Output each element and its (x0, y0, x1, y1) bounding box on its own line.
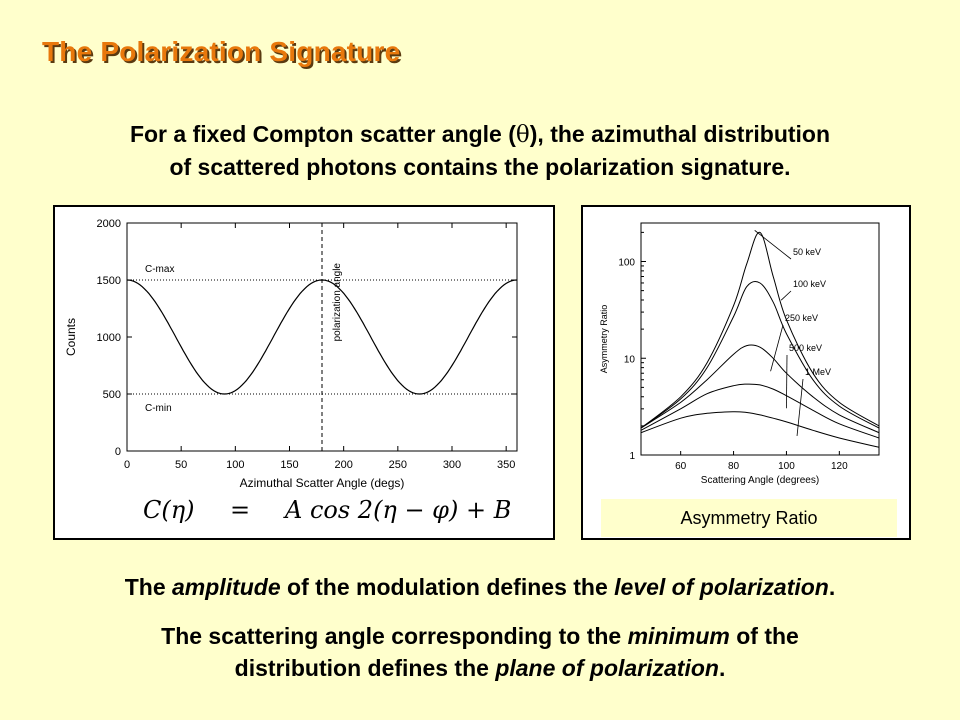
azimuthal-distribution-panel: 0 50 100 150 200 250 300 350 0 500 1000 1500 2000 Azi… (53, 205, 555, 540)
x-tick-label: 150 (280, 459, 298, 471)
x-tick-label: 50 (175, 459, 187, 471)
y-tick-label: 0 (115, 446, 121, 458)
y-tick-label: 1000 (97, 332, 121, 344)
cmax-label: C-max (145, 264, 174, 275)
footer-line-1: The amplitude of the modulation defines … (124, 574, 836, 600)
series-line (640, 344, 880, 434)
intro-line-1: For a fixed Compton scatter angle (θ), t… (129, 121, 831, 148)
y-tick-label: 10 (624, 354, 636, 365)
x-tick-label: 60 (675, 461, 687, 472)
x-tick-label: 120 (831, 461, 848, 472)
intro-line-2: of scattered photons contains the polari… (169, 154, 791, 180)
series-leader-line (796, 378, 804, 437)
series-line (640, 281, 880, 429)
series-line (640, 231, 880, 429)
y-tick-label: 1500 (97, 275, 121, 287)
x-tick-label: 300 (443, 459, 461, 471)
series-label: 500 keV (789, 343, 822, 353)
formula-equals: = (230, 496, 250, 524)
plot-frame (640, 222, 880, 456)
intro-text: For a fixed Compton scatter angle (θ), t… (0, 118, 960, 183)
series-label: 50 keV (793, 247, 821, 257)
x-axis-label: Azimuthal Scatter Angle (degs) (240, 476, 405, 490)
series-label: 1 MeV (805, 367, 831, 377)
asymmetry-caption: Asymmetry Ratio (601, 499, 897, 537)
series-leader-line (770, 324, 784, 372)
formula-lhs: C(η) (143, 496, 194, 524)
y-tick-label: 2000 (97, 218, 121, 230)
x-tick-label: 200 (334, 459, 352, 471)
footer-lines-2-3: The scattering angle corresponding to th… (0, 620, 960, 684)
cmin-label: C-min (145, 403, 172, 414)
footer-line-2: The scattering angle corresponding to th… (161, 623, 799, 649)
series-leader-line (780, 290, 792, 301)
x-tick-label: 0 (124, 459, 130, 471)
y-axis-label: Asymmetry Ratio (599, 305, 609, 374)
series-leader-line (786, 354, 788, 409)
y-axis-label: Counts (64, 318, 78, 356)
series-line (640, 383, 880, 439)
x-tick-label: 350 (497, 459, 515, 471)
footer-line-3: distribution defines the plane of polari… (234, 655, 726, 681)
y-tick-label: 1 (629, 451, 635, 462)
formula-rhs: A cos 2(η − φ) + B (283, 496, 511, 524)
x-tick-label: 100 (226, 459, 244, 471)
polarization-angle-label: polarization angle (332, 263, 343, 342)
series-line (640, 411, 880, 448)
theta-symbol: θ (515, 122, 530, 148)
azimuthal-distribution-chart: 0 50 100 150 200 250 300 350 0 500 1000 1500 2000 Azi… (64, 218, 518, 524)
x-axis-label: Scattering Angle (degrees) (701, 475, 819, 486)
series-leader-line (754, 230, 792, 260)
series-label: 250 keV (785, 313, 818, 323)
counts-curve (126, 279, 518, 395)
asymmetry-ratio-panel: 60 80 100 120 1 10 100 Scattering Angle (degree… (581, 205, 911, 540)
x-tick-label: 80 (728, 461, 740, 472)
y-tick-label: 100 (618, 258, 635, 269)
y-tick-label: 500 (103, 389, 121, 401)
x-tick-label: 100 (778, 461, 795, 472)
page-title: The Polarization Signature (42, 36, 401, 67)
series-label: 100 keV (793, 279, 826, 289)
x-tick-label: 250 (389, 459, 407, 471)
